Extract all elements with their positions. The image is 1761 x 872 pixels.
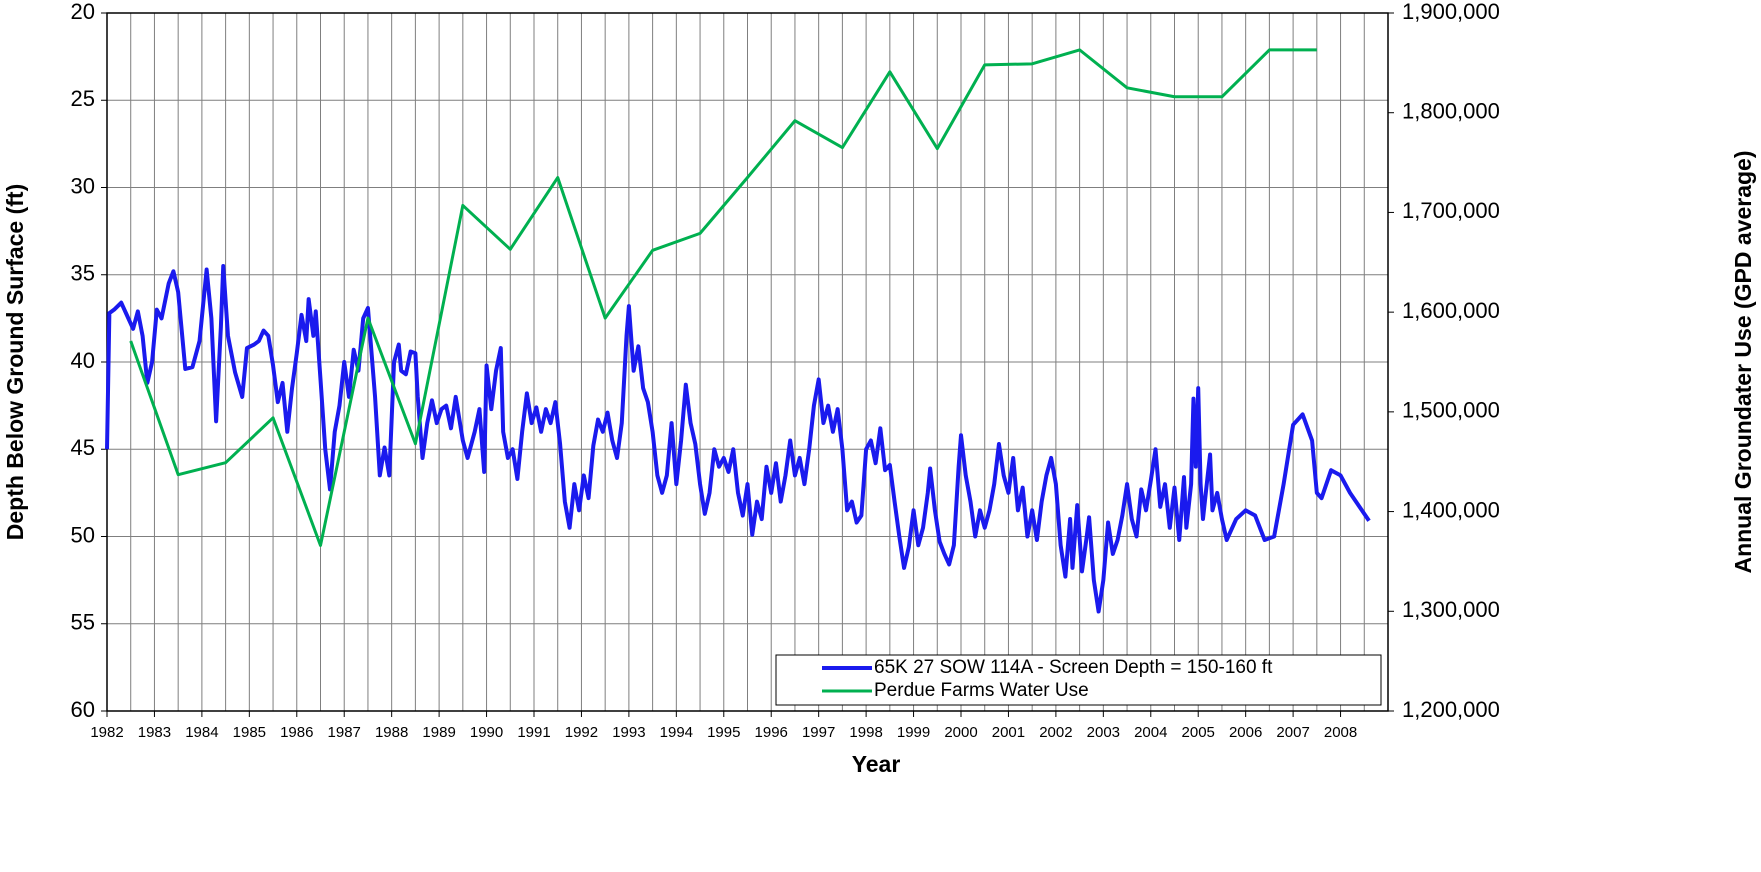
x-tick-label: 1995 <box>707 724 740 741</box>
y-tick-label: 60 <box>71 697 95 722</box>
x-tick-label: 1989 <box>422 724 455 741</box>
x-tick-label: 1990 <box>470 724 503 741</box>
y-tick-label: 30 <box>71 173 95 198</box>
x-tick-label: 1997 <box>802 724 835 741</box>
y2-tick-label: 1,900,000 <box>1402 0 1500 24</box>
legend-box <box>775 654 1382 706</box>
legend-label: 65K 27 SOW 114A - Screen Depth = 150-160… <box>874 657 1273 678</box>
y2-tick-label: 1,200,000 <box>1402 697 1500 722</box>
y-tick-label: 20 <box>71 0 95 24</box>
series-line <box>105 264 1371 614</box>
x-tick-label: 2004 <box>1134 724 1167 741</box>
x-tick-label: 2008 <box>1324 724 1357 741</box>
y2-tick-label: 1,600,000 <box>1402 298 1500 323</box>
y-tick-label: 35 <box>71 261 95 286</box>
y2-tick-label: 1,500,000 <box>1402 398 1500 423</box>
y-tick-label: 55 <box>71 610 95 635</box>
x-tick-label: 1996 <box>755 724 788 741</box>
x-tick-label: 2002 <box>1039 724 1072 741</box>
y2-tick-label: 1,800,000 <box>1402 99 1500 124</box>
x-tick-label: 2005 <box>1182 724 1215 741</box>
y-axis-title: Depth Below Ground Surface (ft) <box>2 184 28 541</box>
x-tick-label: 1982 <box>90 724 123 741</box>
x-tick-label: 1998 <box>849 724 882 741</box>
legend: 65K 27 SOW 114A - Screen Depth = 150-160… <box>775 654 1382 706</box>
x-tick-label: 1988 <box>375 724 408 741</box>
x-tick-label: 1985 <box>233 724 266 741</box>
y2-tick-label: 1,300,000 <box>1402 597 1500 622</box>
x-tick-label: 2000 <box>944 724 977 741</box>
x-tick-label: 1987 <box>328 724 361 741</box>
y2-tick-label: 1,400,000 <box>1402 497 1500 522</box>
x-tick-label: 1999 <box>897 724 930 741</box>
x-tick-label: 1986 <box>280 724 313 741</box>
x-tick-label: 1993 <box>612 724 645 741</box>
x-tick-label: 1992 <box>565 724 598 741</box>
x-axis-title: Year <box>852 751 901 777</box>
y-tick-label: 45 <box>71 435 95 460</box>
x-tick-label: 2006 <box>1229 724 1262 741</box>
x-tick-label: 1983 <box>138 724 171 741</box>
x-tick-label: 2001 <box>992 724 1025 741</box>
x-tick-label: 2003 <box>1087 724 1120 741</box>
y-tick-label: 50 <box>71 522 95 547</box>
x-tick-label: 1994 <box>660 724 693 741</box>
x-tick-label: 1984 <box>185 724 218 741</box>
x-tick-label: 1991 <box>517 724 550 741</box>
y2-tick-label: 1,700,000 <box>1402 198 1500 223</box>
y-tick-label: 40 <box>71 348 95 373</box>
y2-axis-title: Annual Groundater Use (GPD average) <box>1730 150 1756 573</box>
series-line <box>129 48 1317 547</box>
legend-label: Perdue Farms Water Use <box>874 680 1089 701</box>
x-tick-label: 2007 <box>1276 724 1309 741</box>
y-tick-label: 25 <box>71 86 95 111</box>
